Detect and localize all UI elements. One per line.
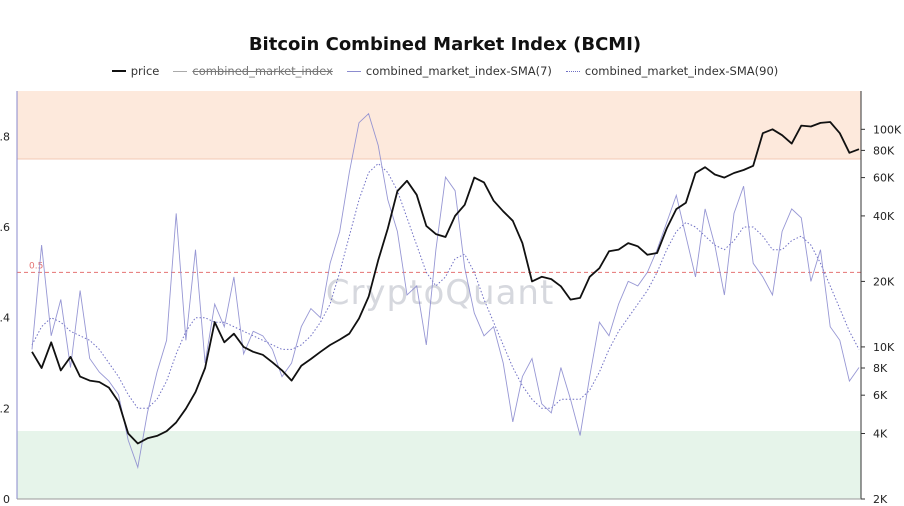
right-tick-label: 8K: [873, 362, 888, 375]
legend-label-bcmi: combined_market_index: [192, 64, 333, 78]
zone-overheated: [17, 91, 861, 159]
left-tick-label: .2: [0, 402, 10, 415]
legend-item-bcmi[interactable]: combined_market_index: [173, 64, 333, 78]
legend-label-sma90: combined_market_index-SMA(90): [584, 64, 779, 78]
series-line-price: [31, 121, 860, 445]
right-tick-label: 10K: [873, 341, 895, 354]
right-tick-label: 6K: [873, 389, 888, 402]
legend-item-sma90[interactable]: combined_market_index-SMA(90): [565, 64, 779, 78]
right-tick-label: 2K: [873, 493, 888, 506]
left-tick-label: .8: [0, 130, 10, 143]
right-tick-label: 40K: [873, 210, 895, 223]
chart-title: Bitcoin Combined Market Index (BCMI): [248, 34, 642, 55]
legend-swatch-sma7: [346, 70, 361, 72]
right-tick-label: 100K: [873, 123, 902, 136]
legend-label-sma7: combined_market_index-SMA(7): [365, 64, 552, 78]
chart-legend: price combined_market_index combined_mar…: [0, 64, 890, 78]
legend-swatch-price: [111, 70, 126, 72]
reference-line-label: 0.5: [29, 261, 43, 271]
zone-undervalued: [17, 431, 861, 499]
legend-item-price[interactable]: price: [111, 64, 160, 78]
series-line-combined-market-index-sma-90-: [31, 162, 860, 409]
left-tick-label: .4: [0, 312, 10, 325]
right-tick-label: 4K: [873, 427, 888, 440]
legend-swatch-bcmi: [173, 70, 188, 72]
watermark-text: CryptoQuant: [326, 273, 555, 313]
right-tick-label: 20K: [873, 275, 895, 288]
legend-item-sma7[interactable]: combined_market_index-SMA(7): [346, 64, 552, 78]
legend-swatch-sma90: [565, 70, 580, 72]
right-tick-label: 60K: [873, 172, 895, 185]
left-tick-label: .6: [0, 221, 10, 234]
legend-label-price: price: [130, 64, 160, 78]
left-tick-label: 0: [3, 493, 10, 506]
right-tick-label: 80K: [873, 144, 895, 157]
series-line-combined-market-index-sma-7-: [31, 112, 860, 470]
